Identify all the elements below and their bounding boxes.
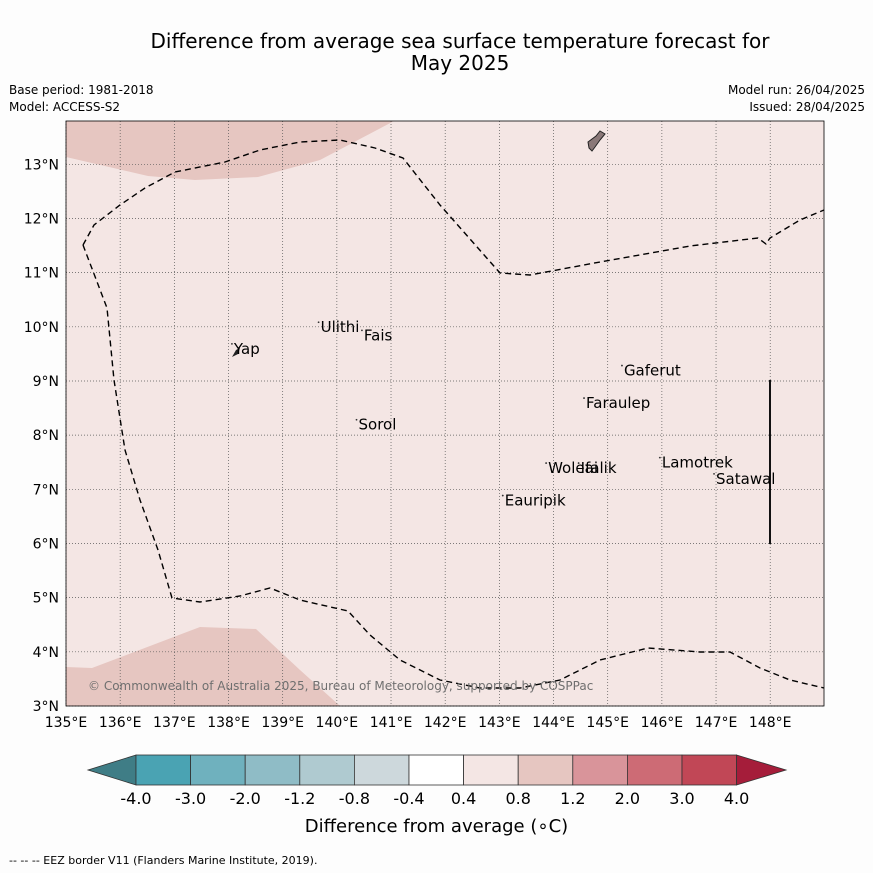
lon-tick-label: 136°E <box>99 715 142 731</box>
place-label: Sorol <box>359 416 397 434</box>
lon-tick-label: 135°E <box>45 715 88 731</box>
eez-footnote: -- -- -- EEZ border V11 (Flanders Marine… <box>9 854 318 867</box>
longitude-tick-labels: 135°E 136°E 137°E 138°E 139°E 140°E 141°E 142°E… <box>45 715 792 731</box>
lon-tick-label: 146°E <box>641 715 684 731</box>
lat-tick-label: 5°N <box>33 591 59 607</box>
colorbar-bin <box>408 754 464 786</box>
colorbar-label: 2.0 <box>614 789 641 808</box>
place-label: Woleai <box>548 459 598 477</box>
issued-date: Issued: 28/04/2025 <box>749 100 865 114</box>
lon-tick-label: 139°E <box>261 715 304 731</box>
yap-island <box>232 348 240 357</box>
eez-border-line <box>82 139 825 276</box>
lon-tick-label: 147°E <box>695 715 738 731</box>
lon-tick-label: 143°E <box>478 715 521 731</box>
place-label: Satawal <box>716 470 775 488</box>
lon-tick-label: 141°E <box>370 715 413 731</box>
colorbar-label: -2.0 <box>229 789 261 808</box>
base-period: Base period: 1981-2018 <box>9 83 154 97</box>
lon-tick-label: 142°E <box>424 715 467 731</box>
lat-tick-label: 12°N <box>24 211 59 227</box>
lat-tick-label: 6°N <box>33 536 59 552</box>
map-frame <box>65 120 825 707</box>
lat-tick-label: 8°N <box>33 428 59 444</box>
eez-border-line-west <box>82 244 825 689</box>
colorbar-bin <box>135 754 191 786</box>
place-marker <box>545 462 548 464</box>
place-labels: Yap Ulithi Fais Gaferut Faraulep Sorol Lamotre… <box>231 318 775 510</box>
chart-title-line1: Difference from average sea surface temp… <box>150 29 770 53</box>
colorbar-bin <box>353 754 410 786</box>
colorbar-bin <box>572 754 628 786</box>
colorbar-label: -4.0 <box>120 789 152 808</box>
warm-anomaly-region-north <box>66 121 394 180</box>
lon-tick-label: 148°E <box>749 715 792 731</box>
place-marker <box>713 473 715 475</box>
place-marker <box>621 364 623 367</box>
colorbar-bin <box>681 754 737 786</box>
colorbar-label: -0.8 <box>338 789 370 808</box>
colorbar-extend-low <box>86 754 137 786</box>
colorbar-title: Difference from average (∘C) <box>304 816 569 837</box>
place-label: Ifalik <box>581 459 617 477</box>
place-label: Ulithi <box>321 318 360 336</box>
place-marker <box>501 494 504 497</box>
lat-tick-label: 10°N <box>24 320 59 336</box>
place-marker <box>355 418 358 421</box>
place-marker <box>361 329 363 332</box>
colorbar-label: 4.0 <box>723 789 750 808</box>
lat-tick-label: 13°N <box>24 157 59 173</box>
warm-anomaly-region-south <box>66 627 340 706</box>
colorbar-label: -3.0 <box>174 789 207 808</box>
lat-tick-label: 3°N <box>33 699 59 715</box>
colorbar-bin <box>463 754 519 786</box>
place-label: Lamotrek <box>662 454 733 472</box>
place-label: Gaferut <box>624 362 681 380</box>
place-label: Eauripik <box>505 492 566 510</box>
lat-tick-label: 7°N <box>33 482 59 498</box>
colorbar-bin <box>517 754 574 786</box>
lon-tick-label: 137°E <box>153 715 196 731</box>
colorbar-label: 0.8 <box>505 789 531 808</box>
copyright-notice: © Commonwealth of Australia 2025, Bureau… <box>88 679 593 693</box>
colorbar-label: 0.4 <box>450 789 477 808</box>
lat-tick-label: 9°N <box>33 374 59 390</box>
colorbar-label: -0.4 <box>393 789 425 808</box>
model-run: Model run: 26/04/2025 <box>727 83 865 97</box>
place-marker <box>577 462 580 464</box>
place-marker <box>583 397 585 399</box>
guam-island <box>587 130 606 152</box>
colorbar-bin <box>627 754 683 786</box>
colorbar-extend-high <box>736 754 788 786</box>
colorbar-bin <box>299 754 355 786</box>
place-marker <box>317 321 320 324</box>
chart-title-line2: May 2025 <box>410 51 510 75</box>
colorbar-label: 3.0 <box>669 789 695 808</box>
place-marker <box>231 342 233 345</box>
colorbar-label: -1.2 <box>284 789 316 808</box>
lon-tick-label: 144°E <box>532 715 575 731</box>
lat-tick-label: 4°N <box>33 645 59 661</box>
model-name: Model: ACCESS-S2 <box>9 100 121 114</box>
lat-tick-label: 11°N <box>24 266 59 282</box>
lon-tick-label: 145°E <box>586 715 629 731</box>
lon-tick-label: 138°E <box>207 715 250 731</box>
place-label: Yap <box>233 340 260 358</box>
place-label: Faraulep <box>586 394 650 412</box>
place-label: Fais <box>364 326 393 344</box>
colorbar-bin <box>190 754 246 786</box>
colorbar <box>86 754 788 786</box>
lon-tick-label: 140°E <box>316 715 359 731</box>
colorbar-label: 1.2 <box>560 789 586 808</box>
place-marker <box>658 456 661 459</box>
colorbar-bin <box>244 754 301 786</box>
latitude-tick-labels: 3°N 4°N 5°N 6°N 7°N 8°N 9°N 10°N 11°N 12°N 13°N <box>24 157 59 715</box>
